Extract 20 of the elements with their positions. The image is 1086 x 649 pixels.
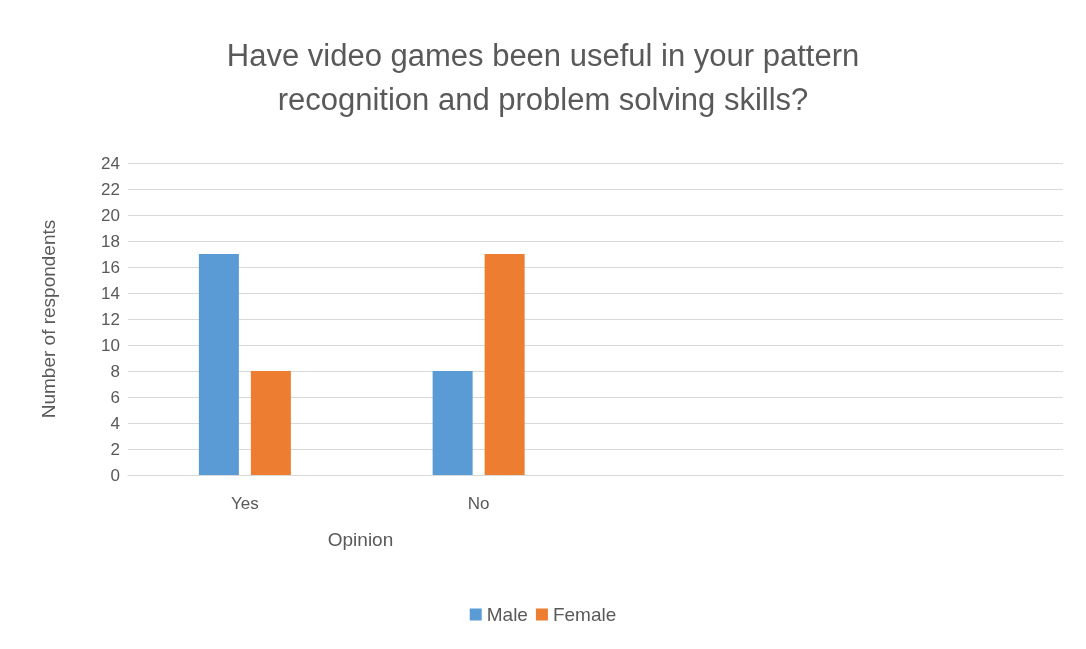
y-tick-label: 2 (110, 439, 120, 459)
y-tick-label: 18 (101, 231, 120, 251)
y-tick-label: 8 (110, 361, 120, 381)
y-tick-label: 6 (110, 387, 120, 407)
y-tick-label: 16 (101, 257, 120, 277)
x-tick-label: Yes (231, 494, 259, 513)
legend-label: Female (552, 604, 617, 625)
y-tick-label: 4 (110, 413, 120, 433)
x-tick-label: No (467, 494, 490, 513)
y-tick-label: 20 (101, 205, 120, 225)
y-tick-label: 24 (101, 153, 120, 173)
y-tick-label: 10 (101, 335, 120, 355)
y-tick-label: 12 (101, 309, 120, 329)
y-tick-label: 14 (101, 283, 120, 303)
legend-label: Male (486, 604, 528, 625)
y-tick-label: 22 (101, 179, 120, 199)
y-tick-label: 0 (110, 465, 120, 485)
x-axis-title: Opinion (327, 529, 394, 550)
chart-title: Have video games been useful in your pattern recognition and problem solving skills? (226, 37, 860, 117)
y-axis-title: Number of respondents (38, 219, 59, 419)
